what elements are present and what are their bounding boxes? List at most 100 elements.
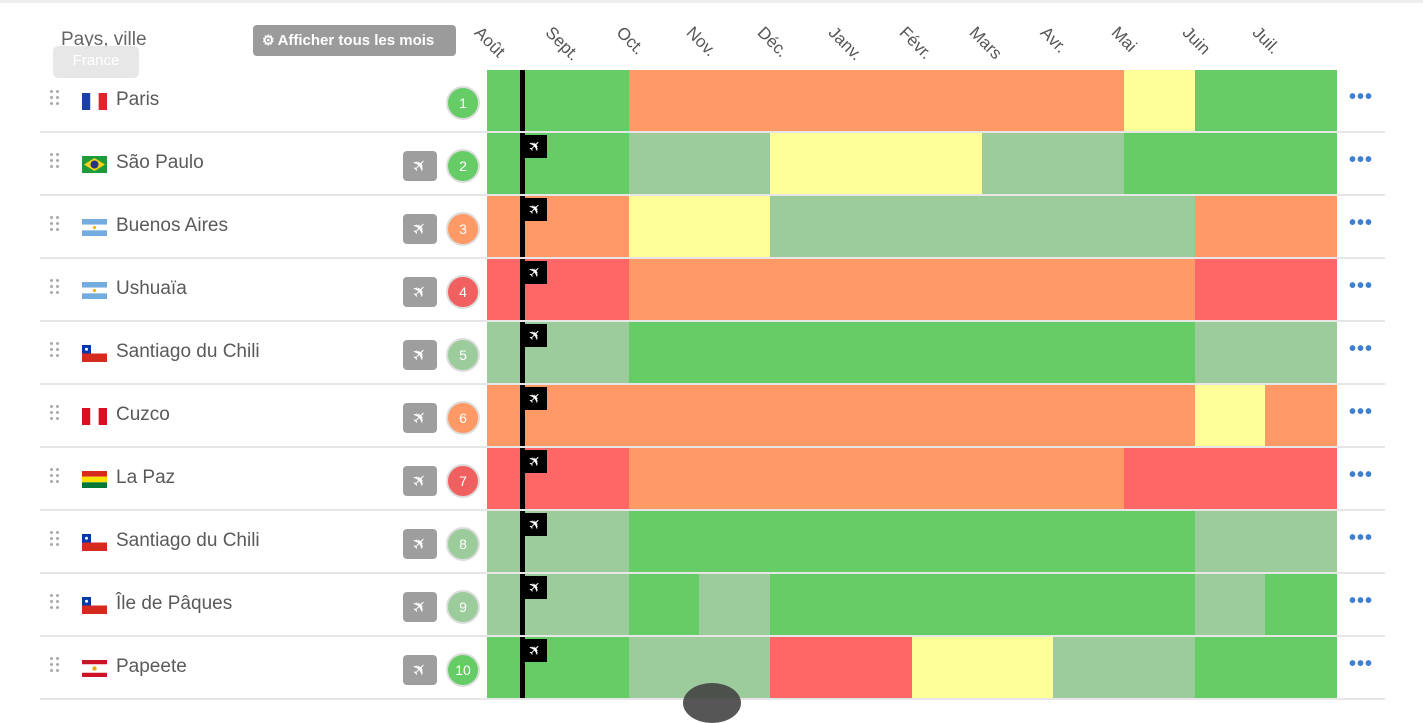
month-cell[interactable] — [1053, 385, 1125, 446]
month-cell[interactable] — [1265, 196, 1337, 257]
month-cell[interactable] — [1123, 448, 1195, 509]
month-cell[interactable] — [840, 322, 912, 383]
city-name[interactable]: Santiago du Chili — [116, 341, 260, 362]
city-name[interactable]: Santiago du Chili — [116, 530, 260, 551]
more-options-icon[interactable]: ••• — [1349, 86, 1374, 108]
month-cell[interactable] — [557, 322, 629, 383]
month-cell[interactable] — [1053, 196, 1125, 257]
month-cell[interactable] — [699, 322, 771, 383]
flight-button[interactable]: ✈ — [403, 655, 437, 685]
month-cell[interactable] — [699, 448, 771, 509]
month-cell[interactable] — [770, 70, 842, 131]
month-cell[interactable] — [840, 574, 912, 635]
month-cell[interactable] — [699, 70, 771, 131]
drag-handle-icon[interactable] — [50, 216, 62, 234]
month-cell[interactable] — [982, 385, 1054, 446]
month-cell[interactable] — [557, 133, 629, 194]
month-cell[interactable] — [840, 196, 912, 257]
month-cell[interactable] — [911, 637, 983, 698]
month-cell[interactable] — [911, 322, 983, 383]
show-all-months-button[interactable]: ⚙ Afficher tous les mois — [253, 25, 456, 56]
month-cell[interactable] — [699, 511, 771, 572]
drag-handle-icon[interactable] — [50, 594, 62, 612]
month-cell[interactable] — [840, 70, 912, 131]
drag-handle-icon[interactable] — [50, 90, 62, 108]
month-cell[interactable] — [1123, 259, 1195, 320]
city-name[interactable]: La Paz — [116, 467, 176, 488]
month-cell[interactable] — [911, 511, 983, 572]
flight-button[interactable]: ✈ — [403, 529, 437, 559]
month-cell[interactable] — [1194, 322, 1266, 383]
drag-handle-icon[interactable] — [50, 531, 62, 549]
month-cell[interactable] — [1265, 448, 1337, 509]
month-cell[interactable] — [840, 133, 912, 194]
city-name[interactable]: Cuzco — [116, 404, 170, 425]
month-cell[interactable] — [699, 574, 771, 635]
flight-button[interactable]: ✈ — [403, 151, 437, 181]
month-cell[interactable] — [1265, 574, 1337, 635]
flight-button[interactable]: ✈ — [403, 466, 437, 496]
month-cell[interactable] — [840, 259, 912, 320]
month-cell[interactable] — [911, 196, 983, 257]
month-cell[interactable] — [1194, 448, 1266, 509]
month-cell[interactable] — [1194, 574, 1266, 635]
month-cell[interactable] — [1123, 196, 1195, 257]
drag-handle-icon[interactable] — [50, 405, 62, 423]
month-cell[interactable] — [1053, 637, 1125, 698]
month-cell[interactable] — [628, 511, 700, 572]
month-cell[interactable] — [628, 70, 700, 131]
more-options-icon[interactable]: ••• — [1349, 527, 1374, 549]
more-options-icon[interactable]: ••• — [1349, 149, 1374, 171]
month-cell[interactable] — [628, 322, 700, 383]
month-cell[interactable] — [1265, 322, 1337, 383]
month-cell[interactable] — [770, 259, 842, 320]
month-cell[interactable] — [770, 511, 842, 572]
month-cell[interactable] — [557, 70, 629, 131]
month-cell[interactable] — [911, 385, 983, 446]
month-cell[interactable] — [1265, 511, 1337, 572]
month-cell[interactable] — [982, 133, 1054, 194]
drag-handle-icon[interactable] — [50, 342, 62, 360]
flight-button[interactable]: ✈ — [403, 340, 437, 370]
city-name[interactable]: Papeete — [116, 656, 187, 677]
month-cell[interactable] — [1194, 637, 1266, 698]
month-cell[interactable] — [770, 196, 842, 257]
month-cell[interactable] — [1053, 322, 1125, 383]
month-cell[interactable] — [557, 574, 629, 635]
month-cell[interactable] — [911, 574, 983, 635]
month-cell[interactable] — [628, 637, 700, 698]
month-cell[interactable] — [1053, 574, 1125, 635]
month-cell[interactable] — [1123, 511, 1195, 572]
month-cell[interactable] — [557, 511, 629, 572]
month-cell[interactable] — [628, 259, 700, 320]
month-cell[interactable] — [699, 259, 771, 320]
more-options-icon[interactable]: ••• — [1349, 464, 1374, 486]
month-cell[interactable] — [1123, 574, 1195, 635]
month-cell[interactable] — [911, 259, 983, 320]
month-cell[interactable] — [557, 385, 629, 446]
month-cell[interactable] — [557, 637, 629, 698]
month-cell[interactable] — [1123, 322, 1195, 383]
month-cell[interactable] — [770, 133, 842, 194]
city-name[interactable]: Buenos Aires — [116, 215, 228, 236]
drag-handle-icon[interactable] — [50, 657, 62, 675]
more-options-icon[interactable]: ••• — [1349, 212, 1374, 234]
month-cell[interactable] — [557, 259, 629, 320]
month-cell[interactable] — [770, 322, 842, 383]
month-cell[interactable] — [1053, 448, 1125, 509]
flight-button[interactable]: ✈ — [403, 214, 437, 244]
month-cell[interactable] — [1053, 259, 1125, 320]
city-name[interactable]: São Paulo — [116, 152, 204, 173]
month-cell[interactable] — [1265, 385, 1337, 446]
month-cell[interactable] — [628, 133, 700, 194]
month-cell[interactable] — [1194, 70, 1266, 131]
month-cell[interactable] — [1053, 511, 1125, 572]
more-options-icon[interactable]: ••• — [1349, 590, 1374, 612]
month-cell[interactable] — [770, 385, 842, 446]
month-cell[interactable] — [840, 511, 912, 572]
city-name[interactable]: Paris — [116, 89, 160, 110]
month-cell[interactable] — [1194, 259, 1266, 320]
flight-button[interactable]: ✈ — [403, 277, 437, 307]
month-cell[interactable] — [1194, 196, 1266, 257]
month-cell[interactable] — [628, 574, 700, 635]
